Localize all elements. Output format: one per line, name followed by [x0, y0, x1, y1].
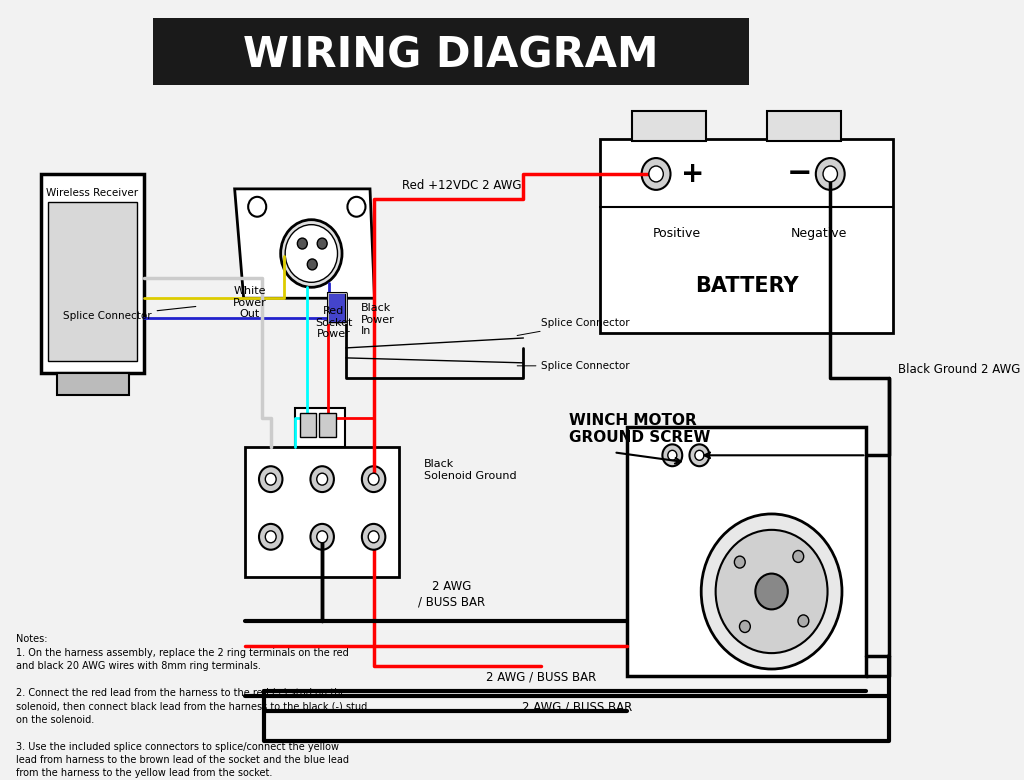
Text: 2 AWG / BUSS BAR: 2 AWG / BUSS BAR	[486, 671, 597, 684]
Text: on the solenoid.: on the solenoid.	[16, 714, 94, 725]
Text: 2 AWG
/ BUSS BAR: 2 AWG / BUSS BAR	[418, 580, 484, 608]
Circle shape	[310, 524, 334, 550]
Text: Wireless Receiver: Wireless Receiver	[46, 188, 138, 198]
Text: from the harness to the yellow lead from the socket.: from the harness to the yellow lead from…	[16, 768, 272, 778]
Bar	[48, 202, 137, 361]
Circle shape	[259, 524, 283, 550]
Text: lead from harness to the brown lead of the socket and the blue lead: lead from harness to the brown lead of t…	[16, 755, 349, 765]
Circle shape	[285, 225, 338, 282]
Circle shape	[649, 166, 664, 182]
Text: and black 20 AWG wires with 8mm ring terminals.: and black 20 AWG wires with 8mm ring ter…	[16, 661, 261, 671]
Circle shape	[823, 166, 838, 182]
Circle shape	[297, 238, 307, 249]
Text: WIRING DIAGRAM: WIRING DIAGRAM	[244, 34, 659, 76]
Bar	[767, 112, 841, 141]
Circle shape	[310, 466, 334, 492]
Circle shape	[689, 445, 710, 466]
Circle shape	[347, 197, 366, 217]
Bar	[627, 427, 866, 676]
Circle shape	[739, 621, 751, 633]
Text: solenoid, then connect black lead from the harness to the black (-) stud: solenoid, then connect black lead from t…	[16, 701, 368, 711]
Circle shape	[248, 197, 266, 217]
Circle shape	[734, 556, 745, 568]
Circle shape	[307, 259, 317, 270]
Bar	[319, 413, 336, 438]
Text: Red +12VDC 2 AWG: Red +12VDC 2 AWG	[402, 179, 521, 192]
Text: Black
Power
In: Black Power In	[361, 303, 394, 336]
Text: Splice Connector: Splice Connector	[517, 318, 630, 335]
Circle shape	[369, 531, 379, 543]
Circle shape	[816, 158, 845, 190]
Text: Negative: Negative	[791, 227, 847, 239]
Text: Black Ground 2 AWG: Black Ground 2 AWG	[898, 363, 1020, 376]
Text: Splice Connector: Splice Connector	[63, 307, 196, 321]
Circle shape	[361, 466, 385, 492]
Circle shape	[701, 514, 842, 669]
Circle shape	[369, 473, 379, 485]
Bar	[295, 408, 345, 448]
Circle shape	[798, 615, 809, 627]
Circle shape	[361, 524, 385, 550]
Text: 1. On the harness assembly, replace the 2 ring terminals on the red: 1. On the harness assembly, replace the …	[16, 647, 349, 658]
Text: 2 AWG / BUSS BAR: 2 AWG / BUSS BAR	[522, 700, 633, 714]
Text: Splice Connector: Splice Connector	[517, 361, 630, 370]
Circle shape	[663, 445, 682, 466]
Circle shape	[316, 531, 328, 543]
Text: White
Power
Out: White Power Out	[233, 286, 267, 320]
Circle shape	[716, 530, 827, 653]
Circle shape	[756, 573, 787, 609]
Bar	[246, 448, 399, 576]
Circle shape	[642, 158, 671, 190]
Circle shape	[793, 551, 804, 562]
Circle shape	[259, 466, 283, 492]
Bar	[41, 174, 144, 373]
Bar	[600, 139, 893, 333]
Text: BATTERY: BATTERY	[695, 276, 799, 296]
Bar	[300, 413, 315, 438]
Circle shape	[265, 531, 276, 543]
Text: −: −	[786, 159, 812, 189]
Text: +: +	[681, 160, 705, 188]
Bar	[154, 18, 749, 86]
Bar	[328, 293, 346, 323]
Circle shape	[317, 238, 327, 249]
Text: Positive: Positive	[652, 227, 700, 239]
Text: Black
Solenoid Ground: Black Solenoid Ground	[424, 459, 517, 480]
Circle shape	[695, 450, 703, 460]
Polygon shape	[234, 189, 375, 298]
Text: 3. Use the included splice connectors to splice/connect the yellow: 3. Use the included splice connectors to…	[16, 742, 339, 752]
Circle shape	[316, 473, 328, 485]
Circle shape	[668, 450, 677, 460]
Text: 2. Connect the red lead from the harness to the red (+) stud on the: 2. Connect the red lead from the harness…	[16, 688, 347, 698]
Circle shape	[265, 473, 276, 485]
Text: Red
Socket
Power: Red Socket Power	[315, 307, 352, 339]
Text: Notes:: Notes:	[16, 634, 48, 644]
Bar	[632, 112, 706, 141]
Circle shape	[281, 220, 342, 287]
Bar	[328, 293, 346, 323]
Text: WINCH MOTOR
GROUND SCREW: WINCH MOTOR GROUND SCREW	[568, 413, 710, 445]
Bar	[57, 373, 129, 395]
